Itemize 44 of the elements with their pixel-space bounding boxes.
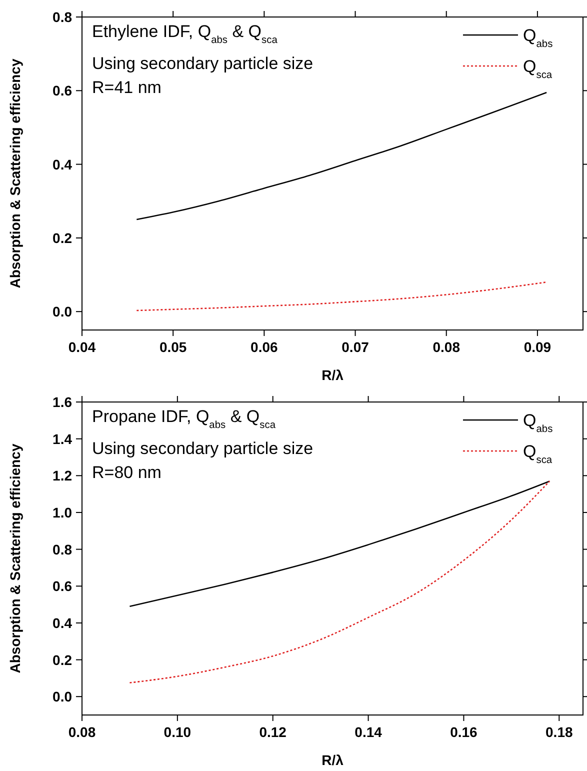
x-tick-label: 0.07 (342, 339, 370, 355)
y-tick-label: 0.2 (52, 230, 72, 246)
x-axis-title: R/λ (322, 752, 344, 768)
x-tick-label: 0.08 (68, 724, 96, 740)
legend-label: Q$_{abs}$ (523, 26, 553, 50)
line-series (129, 480, 550, 684)
y-axis-title: Absorption & Scattering efficiency (7, 58, 23, 288)
y-tick-label: 0.8 (52, 541, 72, 558)
legend-label: Q$_{abs}$ (523, 411, 553, 434)
x-tick-label: 0.14 (354, 724, 382, 740)
annotation: Using secondary particle size (92, 54, 314, 73)
annotation: R=80 nm (92, 463, 162, 482)
x-tick-label: 0.09 (524, 339, 552, 355)
y-tick-label: 0.6 (52, 82, 72, 99)
x-tick-label: 0.10 (164, 724, 192, 740)
x-axis-title: R/λ (322, 367, 344, 383)
y-tick-label: 1.0 (52, 504, 72, 520)
legend-label: Q$_{sca}$ (523, 57, 552, 80)
x-tick-label: 0.06 (250, 339, 278, 355)
y-tick-label: 0.0 (52, 304, 72, 320)
y-tick-label: 0.8 (52, 9, 72, 25)
annotation: Using secondary particle size (92, 439, 314, 458)
line-series (136, 281, 548, 312)
annotation: Ethylene IDF, Q$_{abs}$ & Q$_{sca}$ (92, 22, 278, 46)
y-tick-label: 0.0 (52, 688, 72, 705)
y-tick-label: 0.4 (52, 156, 72, 172)
y-tick-label: 1.2 (52, 468, 72, 484)
x-tick-label: 0.05 (159, 339, 187, 355)
line-series (129, 480, 550, 608)
x-tick-label: 0.08 (432, 339, 460, 355)
x-tick-label: 0.18 (546, 724, 573, 740)
y-tick-label: 1.4 (52, 430, 72, 447)
line-series (136, 92, 548, 220)
annotation: R=41 nm (92, 78, 162, 97)
annotation: Propane IDF, Q$_{abs}$ & Q$_{sca}$ (92, 407, 276, 430)
y-tick-label: 0.6 (52, 578, 72, 594)
x-tick-label: 0.12 (259, 724, 287, 740)
legend-label: Q$_{sca}$ (523, 442, 552, 466)
x-tick-label: 0.16 (450, 724, 478, 740)
y-axis-title: Absorption & Scattering efficiency (7, 444, 23, 674)
y-tick-label: 0.4 (52, 614, 72, 631)
y-tick-label: 1.6 (52, 394, 72, 410)
x-tick-label: 0.04 (68, 339, 96, 355)
y-tick-label: 0.2 (52, 652, 72, 668)
